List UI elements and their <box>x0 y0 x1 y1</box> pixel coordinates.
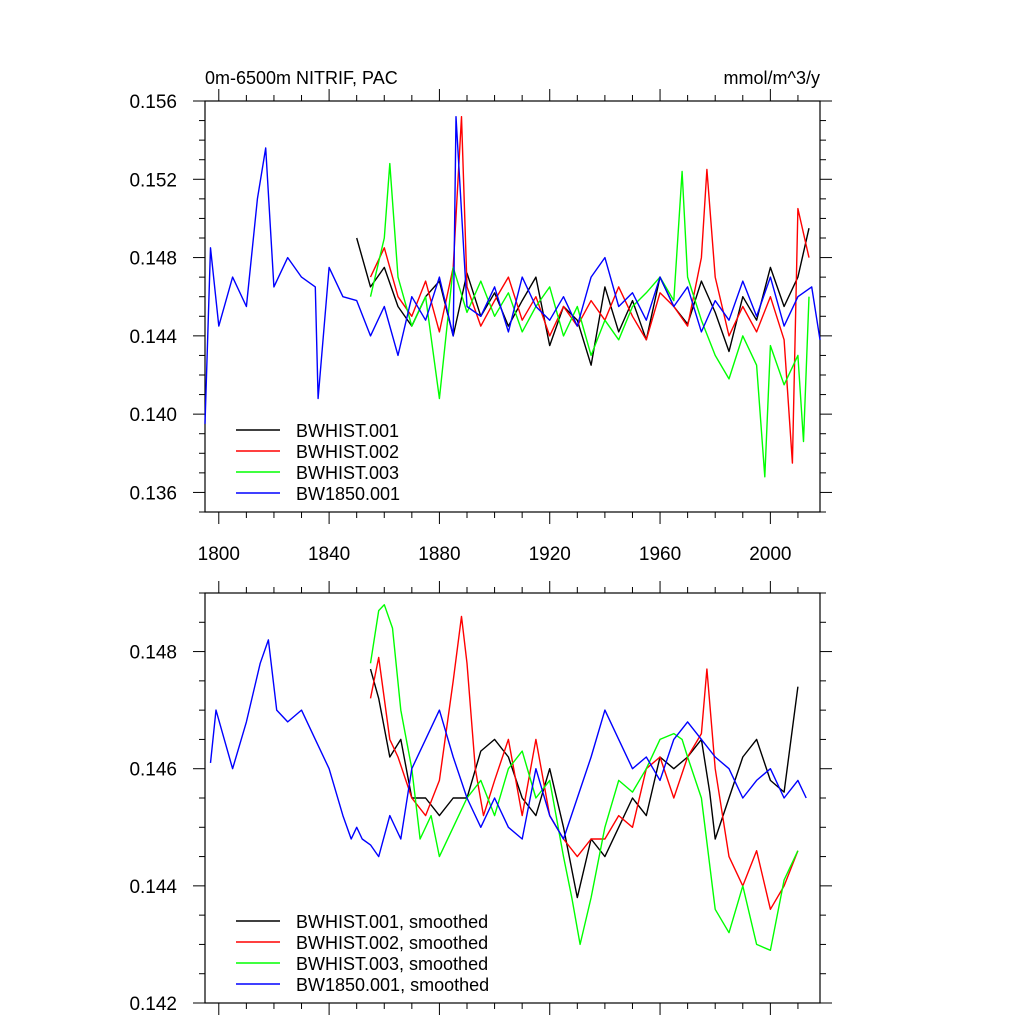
x-tick-label: 1920 <box>529 544 571 565</box>
x-tick-label: 1960 <box>639 544 681 565</box>
series-line <box>369 604 799 951</box>
series-line <box>369 668 799 899</box>
series-line <box>369 162 810 478</box>
series-line <box>356 228 810 366</box>
y-tick-label: 0.156 <box>129 92 177 113</box>
legend-label: BW1850.001 <box>296 484 400 504</box>
legend-label: BWHIST.003, smoothed <box>296 954 488 974</box>
x-tick-label: 1880 <box>418 544 460 565</box>
series-line <box>209 639 807 858</box>
legend-label: BWHIST.001, smoothed <box>296 912 488 932</box>
series-line <box>369 115 810 464</box>
chart-title: 0m-6500m NITRIF, PAC <box>205 68 398 88</box>
series-line <box>204 115 821 424</box>
y-tick-label: 0.140 <box>129 405 177 426</box>
y-tick-label: 0.152 <box>129 170 177 191</box>
y-tick-label: 0.148 <box>129 249 177 270</box>
legend-label: BWHIST.001 <box>296 421 399 441</box>
legend-label: BWHIST.002, smoothed <box>296 933 488 953</box>
series-line <box>369 615 799 910</box>
legend-label: BWHIST.003 <box>296 463 399 483</box>
y-tick-label: 0.142 <box>129 994 177 1015</box>
x-tick-label: 2000 <box>749 544 791 565</box>
bottom-panel: 0.142 0.144 0.146 0.148 BWHIST.001, smoothed… <box>129 581 832 1015</box>
x-tick-label: 1840 <box>308 544 350 565</box>
y-tick-label: 0.146 <box>129 760 177 781</box>
legend-label: BW1850.001, smoothed <box>296 975 489 995</box>
legend-label: BWHIST.002 <box>296 442 399 462</box>
plot-frame <box>204 100 821 513</box>
x-tick-label: 1800 <box>198 544 240 565</box>
y-tick-label: 0.136 <box>129 483 177 504</box>
top-panel: 0m-6500m NITRIF, PAC mmol/m^3/y 1800 1840… <box>129 68 832 565</box>
units-label: mmol/m^3/y <box>724 68 820 88</box>
y-tick-label: 0.144 <box>129 877 177 898</box>
y-tick-label: 0.144 <box>129 327 177 348</box>
y-tick-label: 0.148 <box>129 643 177 664</box>
